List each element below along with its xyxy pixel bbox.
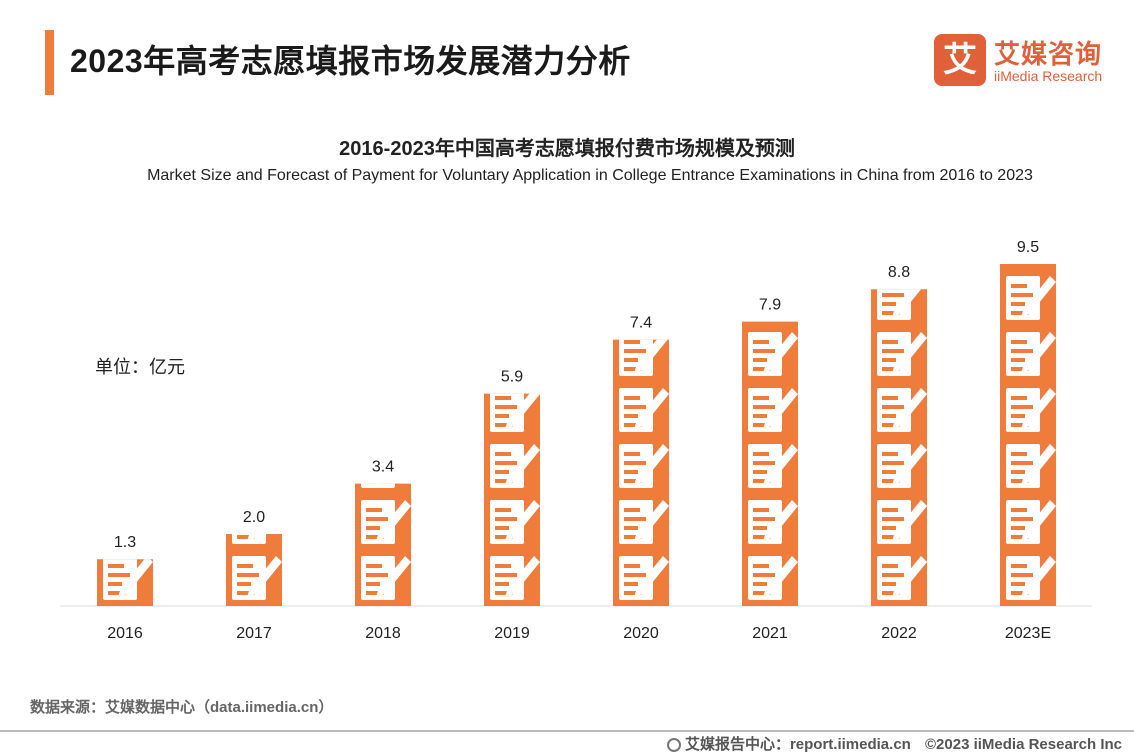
- x-tick-2018: 2018: [365, 625, 401, 642]
- bar-icon-segment: [613, 382, 669, 438]
- page-title: 2023年高考志愿填报市场发展潜力分析: [70, 43, 631, 79]
- x-tick-2016: 2016: [107, 625, 143, 642]
- bar-icon-segment: [97, 559, 153, 606]
- bar-icon-segment: [1000, 326, 1056, 382]
- footer-report-center[interactable]: 艾媒报告中心：report.iimedia.cn: [684, 736, 911, 753]
- logo-name-cn: 艾媒咨询: [994, 39, 1103, 69]
- bar-icon-segment: [613, 438, 669, 494]
- bar-2021: 7.9 2021: [742, 297, 798, 642]
- bar-icon-segment: [742, 326, 798, 382]
- bar-2016: 1.3 2016: [97, 534, 153, 642]
- bar-icon-segment: [871, 326, 927, 382]
- x-tick-2017: 2017: [236, 625, 272, 642]
- bar-icon-segment: [742, 438, 798, 494]
- bar-icon-segment: [484, 393, 540, 438]
- bar-icon-segment: [871, 438, 927, 494]
- footer-divider: [0, 730, 1134, 732]
- bar-icon-segment: [484, 550, 540, 606]
- footer-copyright: ©2023 iiMedia Research Inc: [925, 736, 1122, 753]
- logo-name-en: iiMedia Research: [994, 68, 1103, 84]
- bar-icon-segment: [1000, 382, 1056, 438]
- value-label-2021: 7.9: [759, 297, 781, 314]
- x-tick-2019: 2019: [494, 625, 530, 642]
- bar-2020: 7.4 2020: [613, 315, 669, 642]
- value-label-2018: 3.4: [372, 459, 394, 476]
- bar-icon-segment: [1000, 438, 1056, 494]
- bar-2019: 5.9 2019: [484, 369, 540, 642]
- value-label-2016: 1.3: [114, 534, 136, 551]
- bar-icon-segment: [1000, 270, 1056, 326]
- bar-icon-segment: [1000, 550, 1056, 606]
- value-label-2019: 5.9: [501, 369, 523, 386]
- bar-icon-segment: [613, 494, 669, 550]
- value-label-2020: 7.4: [630, 315, 652, 332]
- unit-label: 单位：亿元: [95, 357, 185, 377]
- bar-icon-segment: [1000, 494, 1056, 550]
- x-tick-2021: 2021: [752, 625, 788, 642]
- title-accent-bar: [45, 30, 54, 95]
- bar-icon-segment: [613, 339, 669, 382]
- data-source: 数据来源：艾媒数据中心（data.iimedia.cn）: [30, 699, 334, 716]
- globe-icon: [666, 738, 681, 752]
- bar-icon-segment: [355, 494, 411, 550]
- value-label-2023E: 9.5: [1017, 239, 1039, 256]
- footer: 艾媒报告中心：report.iimedia.cn ©2023 iiMedia R…: [657, 733, 1122, 754]
- bar-icon-segment: [742, 382, 798, 438]
- bar-2018: 3.4 2018: [355, 459, 411, 642]
- bar-icon-segment: [484, 494, 540, 550]
- bar-2017: 2.0 2017: [226, 509, 282, 642]
- bar-2023E: 9.5 2023E: [1000, 239, 1056, 642]
- bar-icon-segment: [871, 494, 927, 550]
- chart-title: 2016-2023年中国高考志愿填报付费市场规模及预测: [339, 138, 795, 160]
- bar-2022: 8.8 2022: [871, 264, 927, 642]
- bar-icon-segment: [226, 550, 282, 606]
- bar-icon-segment: [742, 550, 798, 606]
- bar-icon-segment: [871, 382, 927, 438]
- bar-icon-segment: [484, 438, 540, 494]
- x-tick-2020: 2020: [623, 625, 659, 642]
- value-label-2017: 2.0: [243, 509, 265, 526]
- x-tick-2022: 2022: [881, 625, 917, 642]
- bar-icon-segment: [355, 550, 411, 606]
- value-label-2022: 8.8: [888, 264, 910, 281]
- iimedia-logo: 艾 艾媒咨询 iiMedia Research: [934, 34, 1114, 90]
- bar-icon-segment: [871, 550, 927, 606]
- x-tick-2023E: 2023E: [1005, 625, 1051, 642]
- chart-subtitle: Market Size and Forecast of Payment for …: [147, 167, 1033, 184]
- bar-icon-segment: [742, 494, 798, 550]
- bar-icon-segment: [613, 550, 669, 606]
- logo-mark: 艾: [934, 34, 986, 86]
